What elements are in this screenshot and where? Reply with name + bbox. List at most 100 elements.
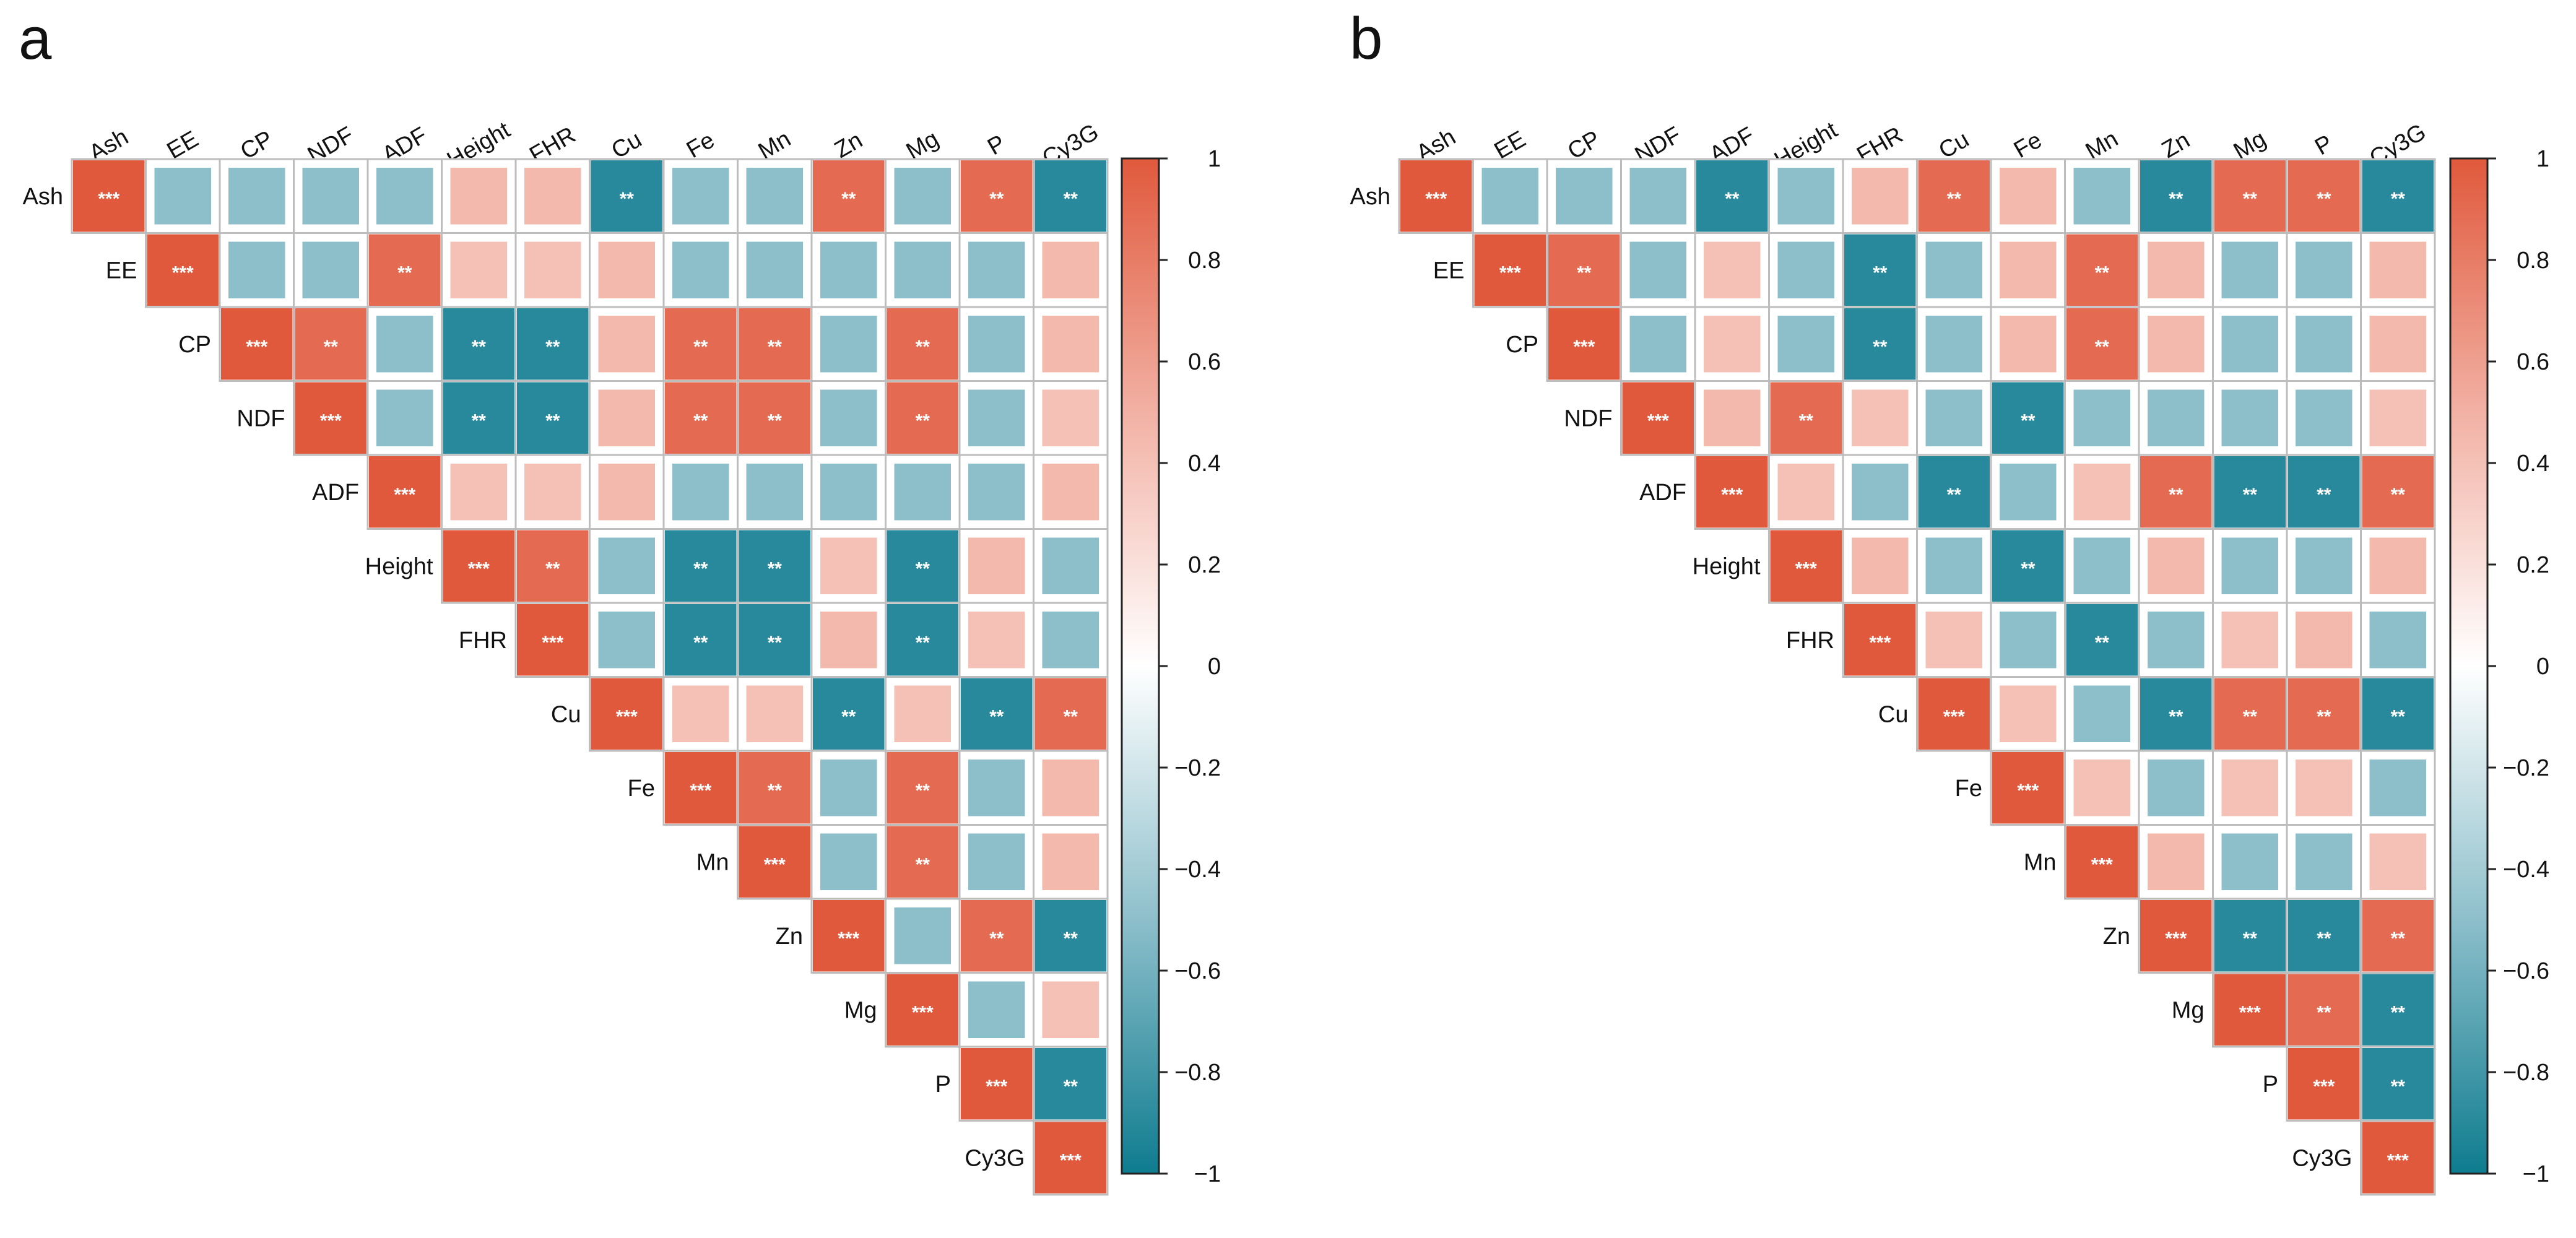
correlation-cell — [813, 900, 885, 972]
colorbar-tick-label: 1 — [1208, 146, 1221, 172]
row-label: Height — [365, 553, 433, 579]
correlation-cell — [1770, 530, 1842, 602]
correlation-cell — [820, 464, 877, 521]
correlation-cell — [154, 168, 211, 225]
correlation-cell — [894, 907, 951, 964]
correlation-cell — [739, 308, 810, 380]
row-label: Mg — [2172, 997, 2205, 1023]
correlation-cell — [887, 604, 958, 676]
correlation-cell — [1034, 900, 1106, 972]
row-label: Height — [1693, 553, 1761, 579]
correlation-cell — [2073, 760, 2130, 816]
significance-label: *** — [1573, 337, 1595, 357]
correlation-cell — [1852, 464, 1909, 521]
correlation-cell — [968, 981, 1025, 1038]
correlation-cell — [1042, 316, 1099, 373]
correlation-cell — [369, 234, 441, 306]
correlation-cell — [2000, 241, 2057, 298]
correlation-cell — [1034, 678, 1106, 750]
significance-label: ** — [989, 189, 1004, 209]
correlation-cell — [739, 604, 810, 676]
significance-label: *** — [246, 337, 267, 357]
correlation-cell — [739, 530, 810, 602]
panel-letter: a — [19, 6, 52, 72]
significance-label: ** — [2243, 706, 2258, 727]
significance-label: ** — [397, 262, 412, 283]
correlation-cell — [2362, 456, 2434, 528]
correlation-cell — [2148, 760, 2205, 816]
correlation-cell — [894, 168, 951, 225]
correlation-cell — [961, 678, 1033, 750]
significance-label: ** — [1873, 337, 1888, 357]
correlation-cell — [746, 685, 803, 742]
correlation-cell — [2148, 537, 2205, 594]
colorbar-tick-label: 0.6 — [2517, 349, 2549, 375]
correlation-cell — [968, 537, 1025, 594]
correlation-cell — [1548, 308, 1620, 380]
correlation-cell — [1474, 234, 1546, 306]
row-label: Fe — [628, 776, 655, 802]
significance-label: ** — [916, 410, 930, 431]
correlation-cell — [2214, 678, 2286, 750]
significance-label: *** — [2017, 781, 2039, 801]
colorbar-tick-label: −0.6 — [1174, 958, 1221, 984]
significance-label: ** — [2391, 485, 2406, 505]
correlation-cell — [443, 530, 514, 602]
row-label: EE — [106, 258, 137, 284]
significance-label: *** — [320, 410, 342, 431]
correlation-cell — [598, 241, 655, 298]
correlation-cell — [376, 389, 433, 446]
correlation-cell — [2148, 316, 2205, 373]
correlation-cell — [2073, 537, 2130, 594]
significance-label: ** — [693, 558, 708, 579]
correlation-cell — [672, 464, 729, 521]
correlation-cell — [2214, 456, 2286, 528]
correlation-cell — [887, 308, 958, 380]
significance-label: ** — [916, 854, 930, 875]
correlation-cell — [1034, 1048, 1106, 1120]
correlation-cell — [443, 382, 514, 454]
correlation-cell — [2148, 241, 2205, 298]
significance-label: *** — [2165, 928, 2187, 949]
correlation-cell — [2288, 974, 2360, 1045]
correlation-cell — [517, 530, 589, 602]
row-label: Cu — [1878, 701, 1909, 727]
correlation-cell — [968, 612, 1025, 669]
correlation-cell — [968, 316, 1025, 373]
correlation-cell — [820, 537, 877, 594]
correlation-cell — [1629, 241, 1686, 298]
row-label: ADF — [1639, 480, 1686, 506]
panel-letter: b — [1350, 6, 1382, 72]
significance-label: ** — [768, 558, 783, 579]
correlation-cell — [961, 1048, 1033, 1120]
significance-label: *** — [1943, 706, 1965, 727]
colorbar-tick-label: −0.2 — [1174, 755, 1221, 781]
significance-label: ** — [841, 706, 856, 727]
significance-label: ** — [1873, 262, 1888, 283]
correlation-cell — [598, 389, 655, 446]
row-label: Ash — [23, 184, 63, 210]
significance-label: ** — [472, 337, 487, 357]
correlation-cell — [672, 241, 729, 298]
correlation-cell — [2000, 168, 2057, 225]
colorbar-tick-label: −0.8 — [1174, 1060, 1221, 1086]
significance-label: *** — [98, 189, 119, 209]
correlation-cell — [1918, 456, 1990, 528]
significance-label: *** — [468, 558, 490, 579]
correlation-cell — [2221, 537, 2278, 594]
correlation-cell — [1548, 234, 1620, 306]
correlation-cell — [1696, 160, 1768, 232]
significance-label: ** — [1947, 189, 1962, 209]
significance-label: ** — [620, 189, 635, 209]
correlation-cell — [1844, 234, 1916, 306]
colorbar-tick-label: 1 — [2536, 146, 2549, 172]
correlation-cell — [2369, 316, 2426, 373]
correlation-cell — [2369, 833, 2426, 890]
correlation-cell — [2362, 1048, 2434, 1120]
significance-label: ** — [545, 410, 560, 431]
correlation-cell — [2369, 760, 2426, 816]
row-label: P — [2263, 1071, 2278, 1097]
correlation-cell — [1992, 530, 2064, 602]
correlation-cell — [2066, 308, 2138, 380]
